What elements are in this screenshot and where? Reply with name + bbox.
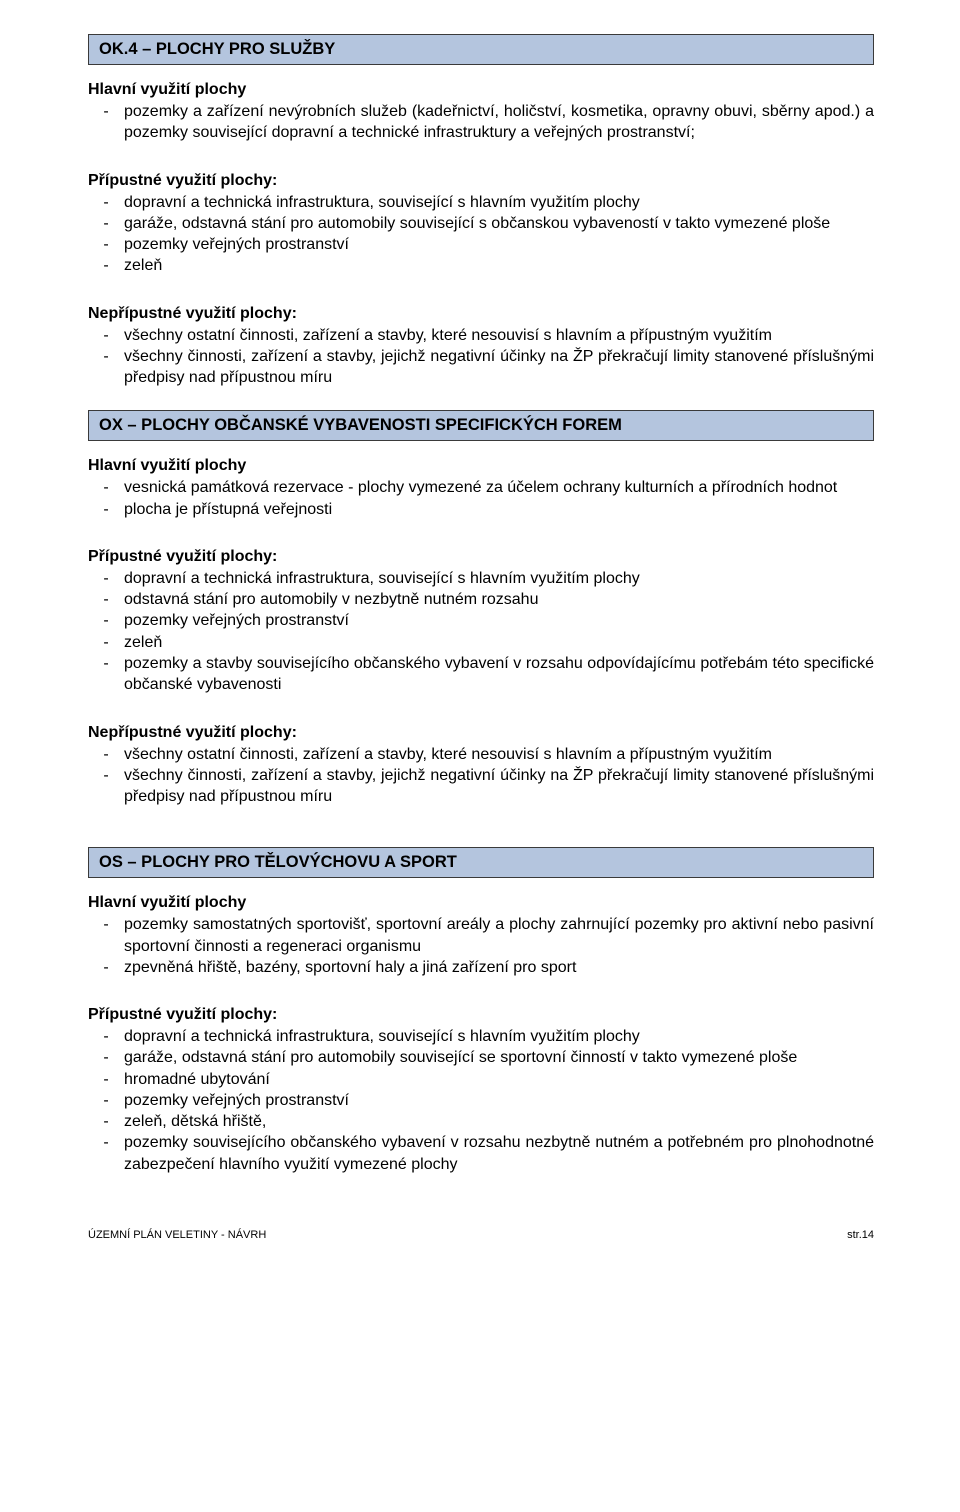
list-item: -pozemky a zařízení nevýrobních služeb (… [88, 101, 874, 144]
dash-icon: - [88, 1090, 124, 1111]
dash-icon: - [88, 234, 124, 255]
dash-icon: - [88, 477, 124, 498]
list-item: -zpevněná hřiště, bazény, sportovní haly… [88, 957, 874, 978]
list-item: -odstavná stání pro automobily v nezbytn… [88, 589, 874, 610]
list-item-text: garáže, odstavná stání pro automobily so… [124, 1047, 874, 1068]
dash-icon: - [88, 325, 124, 346]
list-item: -vesnická památková rezervace - plochy v… [88, 477, 874, 498]
list-item: -garáže, odstavná stání pro automobily s… [88, 213, 874, 234]
group-title: Hlavní využití plochy [88, 894, 874, 912]
list-hlavni-ox: -vesnická památková rezervace - plochy v… [88, 477, 874, 520]
group-title: Přípustné využití plochy: [88, 172, 874, 190]
list-item-text: hromadné ubytování [124, 1069, 874, 1090]
list-item-text: pozemky veřejných prostranství [124, 234, 874, 255]
list-item-text: všechny činnosti, zařízení a stavby, jej… [124, 346, 874, 389]
list-item: -pozemky a stavby souvisejícího občanské… [88, 653, 874, 696]
list-item: -pozemky veřejných prostranství [88, 1090, 874, 1111]
list-item-text: zeleň, dětská hřiště, [124, 1111, 874, 1132]
list-item: -garáže, odstavná stání pro automobily s… [88, 1047, 874, 1068]
group-title: Přípustné využití plochy: [88, 1006, 874, 1024]
dash-icon: - [88, 1132, 124, 1175]
list-item-text: pozemky veřejných prostranství [124, 610, 874, 631]
group-title: Přípustné využití plochy: [88, 548, 874, 566]
dash-icon: - [88, 957, 124, 978]
group-title: Nepřípustné využití plochy: [88, 724, 874, 742]
list-item-text: pozemky a stavby souvisejícího občanskéh… [124, 653, 874, 696]
list-item-text: pozemky veřejných prostranství [124, 1090, 874, 1111]
dash-icon: - [88, 101, 124, 144]
list-item: -všechny ostatní činnosti, zařízení a st… [88, 744, 874, 765]
dash-icon: - [88, 1111, 124, 1132]
list-item-text: garáže, odstavná stání pro automobily so… [124, 213, 874, 234]
section-bar-ox: OX – PLOCHY OBČANSKÉ VYBAVENOSTI SPECIFI… [88, 410, 874, 441]
list-item-text: zeleň [124, 632, 874, 653]
list-item: -všechny činnosti, zařízení a stavby, je… [88, 765, 874, 808]
list-pripustne-ox: -dopravní a technická infrastruktura, so… [88, 568, 874, 696]
group-title: Hlavní využití plochy [88, 81, 874, 99]
dash-icon: - [88, 765, 124, 808]
list-item-text: všechny ostatní činnosti, zařízení a sta… [124, 744, 874, 765]
dash-icon: - [88, 632, 124, 653]
list-item-text: dopravní a technická infrastruktura, sou… [124, 192, 874, 213]
section-bar-os: OS – PLOCHY PRO TĚLOVÝCHOVU A SPORT [88, 847, 874, 878]
list-item: -zeleň [88, 255, 874, 276]
page: OK.4 – PLOCHY PRO SLUŽBY Hlavní využití … [0, 0, 960, 1269]
group-title: Nepřípustné využití plochy: [88, 305, 874, 323]
list-item-text: zeleň [124, 255, 874, 276]
dash-icon: - [88, 589, 124, 610]
list-item: -pozemky veřejných prostranství [88, 234, 874, 255]
list-item-text: zpevněná hřiště, bazény, sportovní haly … [124, 957, 874, 978]
list-item-text: plocha je přístupná veřejnosti [124, 499, 874, 520]
list-nepripustne-ok4: -všechny ostatní činnosti, zařízení a st… [88, 325, 874, 389]
dash-icon: - [88, 914, 124, 957]
dash-icon: - [88, 1069, 124, 1090]
list-pripustne-ok4: -dopravní a technická infrastruktura, so… [88, 192, 874, 277]
dash-icon: - [88, 213, 124, 234]
list-item-text: vesnická památková rezervace - plochy vy… [124, 477, 874, 498]
list-item-text: odstavná stání pro automobily v nezbytně… [124, 589, 874, 610]
list-item: -pozemky souvisejícího občanského vybave… [88, 1132, 874, 1175]
list-item: -všechny ostatní činnosti, zařízení a st… [88, 325, 874, 346]
list-pripustne-os: -dopravní a technická infrastruktura, so… [88, 1026, 874, 1175]
list-item-text: všechny činnosti, zařízení a stavby, jej… [124, 765, 874, 808]
page-footer: ÚZEMNÍ PLÁN VELETINY - NÁVRH str.14 [88, 1225, 874, 1241]
list-item: -hromadné ubytování [88, 1069, 874, 1090]
dash-icon: - [88, 568, 124, 589]
list-item: -zeleň [88, 632, 874, 653]
group-title: Hlavní využití plochy [88, 457, 874, 475]
list-item: -dopravní a technická infrastruktura, so… [88, 192, 874, 213]
list-hlavni-os: -pozemky samostatných sportovišť, sporto… [88, 914, 874, 978]
list-item-text: pozemky souvisejícího občanského vybaven… [124, 1132, 874, 1175]
list-item-text: dopravní a technická infrastruktura, sou… [124, 1026, 874, 1047]
list-hlavni-ok4: -pozemky a zařízení nevýrobních služeb (… [88, 101, 874, 144]
list-item: -dopravní a technická infrastruktura, so… [88, 568, 874, 589]
dash-icon: - [88, 192, 124, 213]
dash-icon: - [88, 610, 124, 631]
dash-icon: - [88, 1026, 124, 1047]
dash-icon: - [88, 255, 124, 276]
list-item-text: pozemky a zařízení nevýrobních služeb (k… [124, 101, 874, 144]
section-bar-ok4: OK.4 – PLOCHY PRO SLUŽBY [88, 34, 874, 65]
list-item-text: všechny ostatní činnosti, zařízení a sta… [124, 325, 874, 346]
list-nepripustne-ox: -všechny ostatní činnosti, zařízení a st… [88, 744, 874, 808]
list-item-text: pozemky samostatných sportovišť, sportov… [124, 914, 874, 957]
list-item: -pozemky samostatných sportovišť, sporto… [88, 914, 874, 957]
footer-left: ÚZEMNÍ PLÁN VELETINY - NÁVRH [88, 1229, 266, 1241]
list-item: -dopravní a technická infrastruktura, so… [88, 1026, 874, 1047]
dash-icon: - [88, 346, 124, 389]
dash-icon: - [88, 744, 124, 765]
list-item: -všechny činnosti, zařízení a stavby, je… [88, 346, 874, 389]
dash-icon: - [88, 653, 124, 696]
dash-icon: - [88, 1047, 124, 1068]
list-item-text: dopravní a technická infrastruktura, sou… [124, 568, 874, 589]
list-item: -zeleň, dětská hřiště, [88, 1111, 874, 1132]
footer-right: str.14 [847, 1229, 874, 1241]
list-item: -pozemky veřejných prostranství [88, 610, 874, 631]
dash-icon: - [88, 499, 124, 520]
list-item: -plocha je přístupná veřejnosti [88, 499, 874, 520]
